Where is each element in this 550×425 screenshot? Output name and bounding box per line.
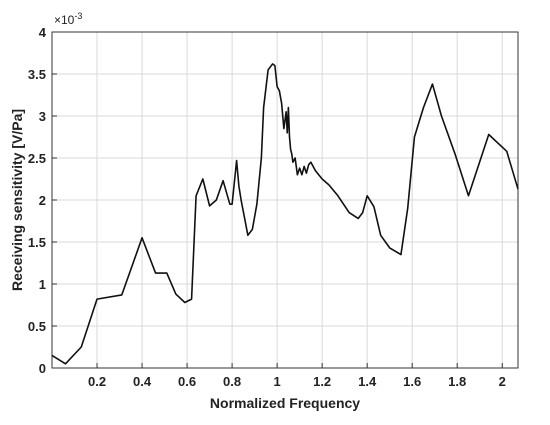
x-axis-ticks: 0.2 0.4 0.6 0.8 1 1.2 1.4 1.6 1.8 2 xyxy=(88,363,506,389)
x-axis-title: Normalized Frequency xyxy=(210,395,360,411)
y-tick-label: 3.5 xyxy=(28,67,46,82)
x-tick-label: 1.4 xyxy=(358,374,377,389)
y-axis-exponent: ×10-3 xyxy=(54,11,82,27)
x-tick-label: 0.2 xyxy=(88,374,106,389)
x-tick-label: 1.2 xyxy=(313,374,331,389)
y-tick-label: 0.5 xyxy=(28,319,46,334)
y-tick-label: 1.5 xyxy=(28,235,46,250)
x-tick-label: 1.8 xyxy=(448,374,466,389)
x-tick-label: 0.4 xyxy=(133,374,152,389)
y-tick-label: 2.5 xyxy=(28,151,46,166)
y-tick-label: 0 xyxy=(39,361,46,376)
grid-lines xyxy=(52,31,518,369)
x-tick-label: 0.6 xyxy=(178,374,196,389)
y-tick-label: 3 xyxy=(39,109,46,124)
y-tick-label: 1 xyxy=(39,277,46,292)
y-tick-label: 4 xyxy=(39,25,47,40)
x-tick-label: 1 xyxy=(274,374,281,389)
y-tick-label: 2 xyxy=(39,193,46,208)
y-axis-ticks: 0 0.5 1 1.5 2 2.5 3 3.5 4 xyxy=(28,25,57,376)
y-axis-title: Receiving sensitivity [V/Pa] xyxy=(9,109,25,291)
x-tick-label: 1.6 xyxy=(403,374,421,389)
x-tick-label: 0.8 xyxy=(223,374,241,389)
x-tick-label: 2 xyxy=(499,374,506,389)
series-line xyxy=(51,63,519,365)
